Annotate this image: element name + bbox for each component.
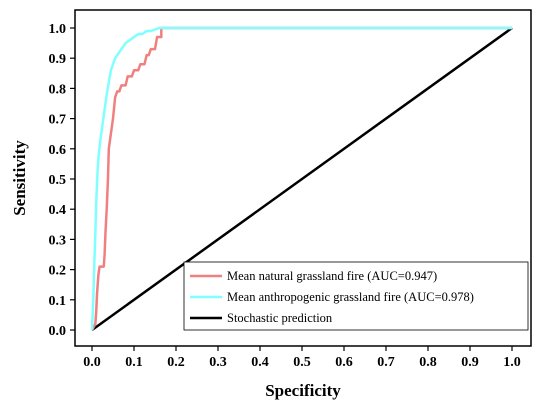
ticks-layer: 0.0 0.1 0.2 0.3 0.4 0.5 0.6 0.7 0.8 0.9 1.0 0.0 0.1 0… [49, 22, 521, 370]
x-tick-label: 1.0 [503, 355, 521, 370]
y-tick-label: 0.7 [49, 113, 67, 128]
x-tick-label: 0.6 [335, 355, 353, 370]
x-tick-label: 0.9 [461, 355, 479, 370]
x-tick-label: 0.7 [377, 355, 395, 370]
x-tick-label: 0.4 [251, 355, 269, 370]
legend: Mean natural grassland fire (AUC=0.947) M… [183, 261, 529, 331]
y-tick-label: 0.6 [49, 143, 67, 158]
series-line-2 [90, 26, 512, 331]
series-line-3 [91, 26, 513, 332]
legend-box [183, 261, 529, 331]
x-tick-label: 0.2 [167, 355, 185, 370]
x-axis-title: Specificity [265, 381, 341, 400]
legend-label: Mean natural grassland fire (AUC=0.947) [227, 269, 437, 283]
y-tick-label: 0.1 [49, 294, 67, 309]
series-line-1 [90, 26, 512, 331]
x-tick-label: 0.1 [125, 355, 143, 370]
y-tick-label: 0.4 [49, 203, 67, 218]
plot-frame [74, 9, 532, 347]
x-tick-label: 0.5 [293, 355, 311, 370]
y-tick-label: 0.9 [49, 52, 67, 67]
y-tick-label: 0.0 [49, 324, 67, 339]
y-tick-label: 0.3 [49, 233, 67, 248]
y-tick-label: 1.0 [49, 22, 67, 37]
y-axis-title: Sensitivity [10, 140, 29, 216]
series-layer [90, 26, 513, 332]
x-tick-label: 0.0 [83, 355, 101, 370]
legend-label: Stochastic prediction [227, 311, 333, 325]
y-tick-label: 0.2 [49, 264, 67, 279]
x-tick-label: 0.3 [209, 355, 227, 370]
x-tick-label: 0.8 [419, 355, 437, 370]
legend-label: Mean anthropogenic grassland fire (AUC=0… [227, 290, 474, 304]
y-tick-label: 0.8 [49, 82, 67, 97]
y-tick-label: 0.5 [49, 173, 67, 188]
